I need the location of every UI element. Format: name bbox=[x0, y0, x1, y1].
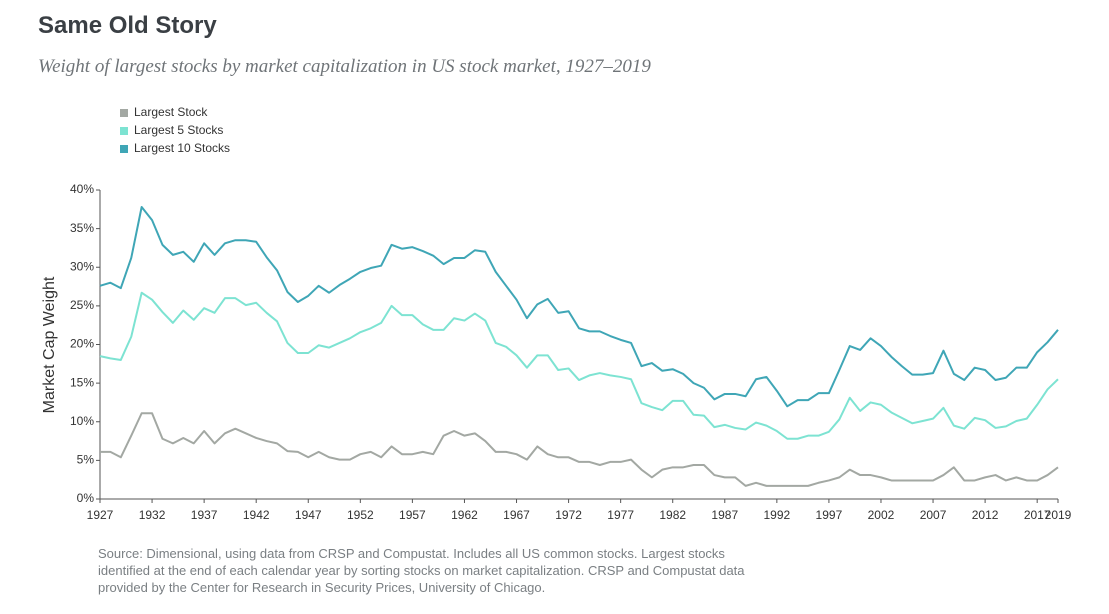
x-tick-label: 2019 bbox=[1045, 508, 1072, 522]
x-tick-label: 1932 bbox=[139, 508, 166, 522]
x-tick-label: 2002 bbox=[868, 508, 895, 522]
series-line bbox=[99, 205, 1059, 408]
x-tick-label: 1967 bbox=[503, 508, 530, 522]
x-tick-label: 1937 bbox=[191, 508, 218, 522]
legend-label: Largest Stock bbox=[134, 105, 208, 119]
x-tick-label: 1972 bbox=[555, 508, 582, 522]
series-line bbox=[99, 291, 1059, 440]
x-tick-label: 1942 bbox=[243, 508, 270, 522]
chart: Market Cap Weight 0% 5% 10% 15% 20% 25% 30% 35%… bbox=[41, 105, 1072, 522]
y-tick-label: 5% bbox=[77, 453, 95, 467]
chart-title: Same Old Story bbox=[38, 12, 217, 39]
legend-swatch bbox=[120, 127, 128, 135]
x-tick-label: 2012 bbox=[972, 508, 999, 522]
x-tick-label: 1982 bbox=[659, 508, 686, 522]
source-line: provided by the Center for Research in S… bbox=[98, 580, 546, 595]
legend-swatch bbox=[120, 109, 128, 117]
y-axis-label: Market Cap Weight bbox=[41, 276, 58, 413]
x-tick-label: 1927 bbox=[87, 508, 114, 522]
x-tick-label: 1992 bbox=[763, 508, 790, 522]
source-line: identified at the end of each calendar y… bbox=[98, 563, 745, 578]
legend-label: Largest 10 Stocks bbox=[134, 141, 230, 155]
y-tick-label: 25% bbox=[70, 298, 94, 312]
x-tick-label: 1957 bbox=[399, 508, 426, 522]
y-tick-label: 20% bbox=[70, 337, 94, 351]
legend-swatch bbox=[120, 145, 128, 153]
y-tick-label: 40% bbox=[70, 182, 94, 196]
x-tick-label: 1987 bbox=[711, 508, 738, 522]
chart-subtitle: Weight of largest stocks by market capit… bbox=[38, 56, 651, 77]
y-tick-label: 15% bbox=[70, 375, 94, 389]
y-tick-label: 30% bbox=[70, 259, 94, 273]
x-tick-label: 1952 bbox=[347, 508, 374, 522]
x-tick-label: 2017 bbox=[1024, 508, 1051, 522]
x-tick-label: 1962 bbox=[451, 508, 478, 522]
x-tick-label: 2007 bbox=[920, 508, 947, 522]
x-tick-label: 1997 bbox=[816, 508, 843, 522]
source-note: Source: Dimensional, using data from CRS… bbox=[98, 545, 745, 596]
series-line bbox=[100, 412, 1059, 487]
legend-label: Largest 5 Stocks bbox=[134, 123, 223, 137]
source-line: Source: Dimensional, using data from CRS… bbox=[98, 546, 725, 561]
x-tick-label: 1947 bbox=[295, 508, 322, 522]
y-tick-label: 10% bbox=[70, 414, 94, 428]
y-tick-label: 0% bbox=[77, 491, 95, 505]
x-tick-label: 1977 bbox=[607, 508, 634, 522]
y-tick-label: 35% bbox=[70, 221, 94, 235]
